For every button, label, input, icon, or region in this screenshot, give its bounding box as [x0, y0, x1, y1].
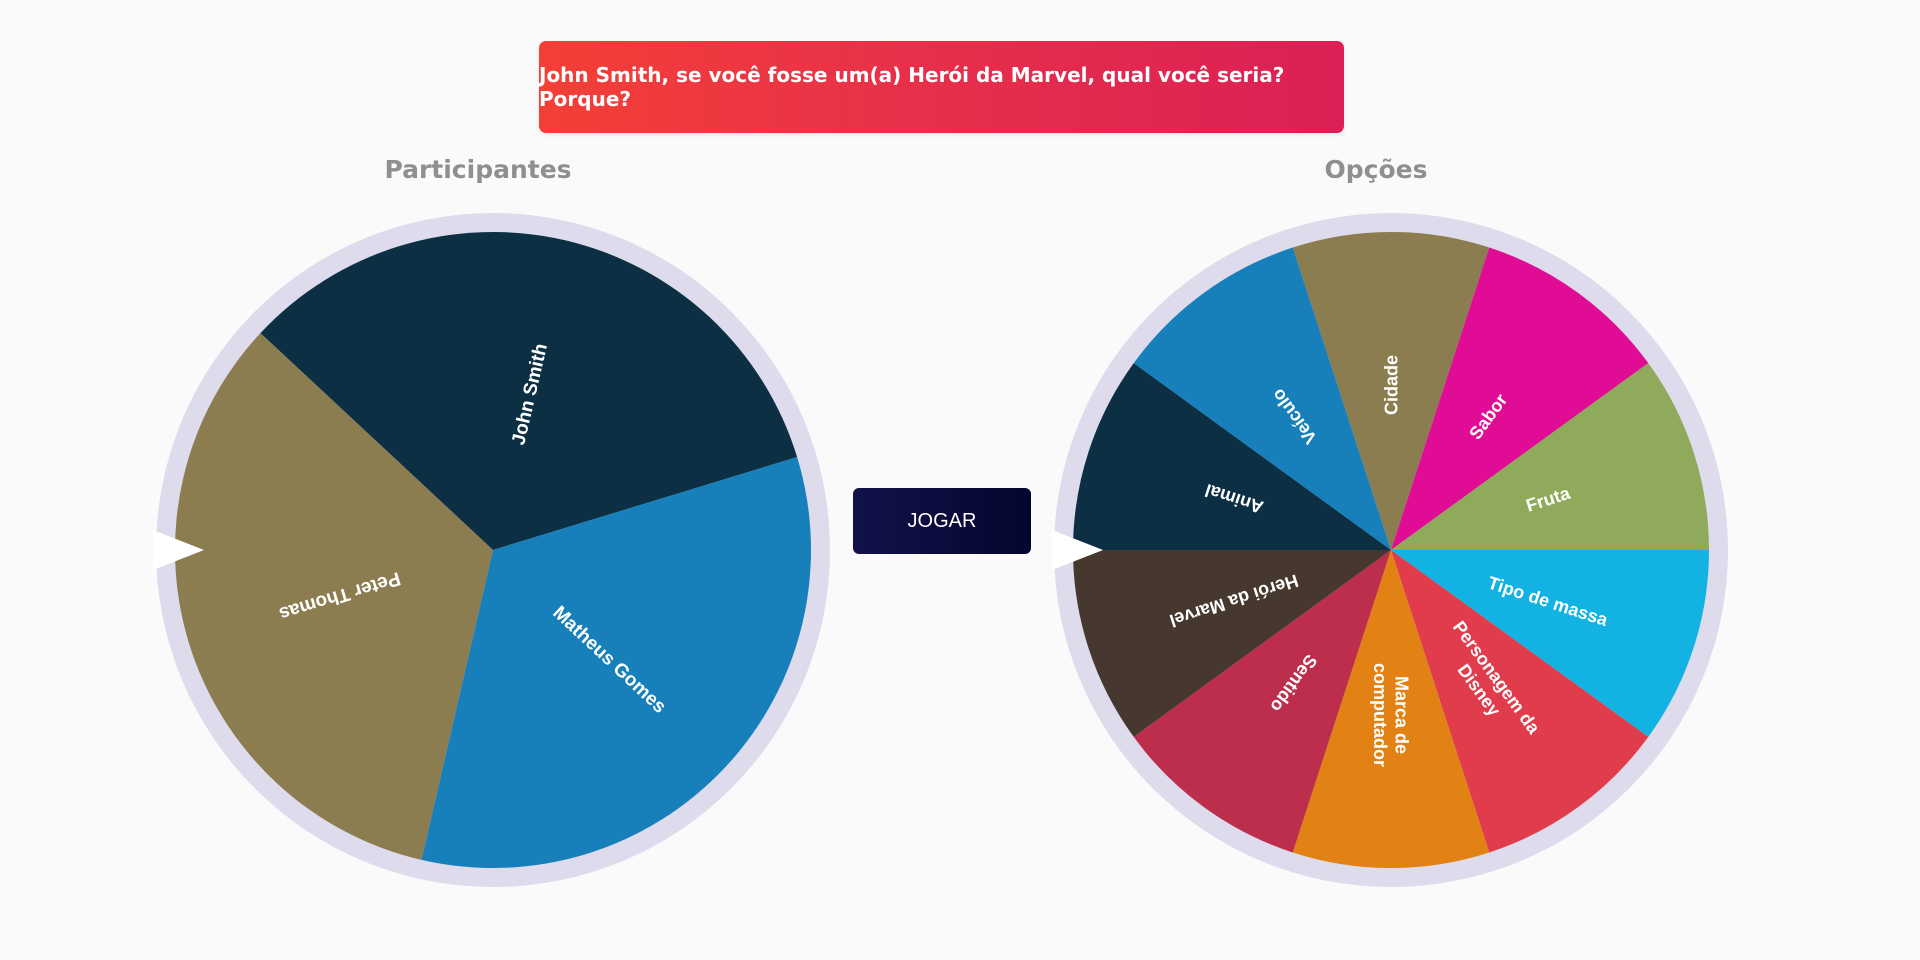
options-pointer-icon	[1052, 530, 1103, 570]
options-title: Opções	[1324, 155, 1428, 184]
play-button[interactable]: JOGAR	[853, 488, 1031, 554]
options-segment	[1292, 231, 1490, 550]
participants-segment	[260, 232, 798, 550]
participants-segment	[421, 457, 811, 868]
options-segment	[1391, 550, 1649, 853]
options-segment	[1073, 550, 1391, 737]
question-text: John Smith, se você fosse um(a) Herói da…	[539, 63, 1285, 111]
options-segment	[1391, 550, 1709, 737]
options-segment-label: Cidade	[1381, 355, 1401, 415]
participants-pointer-icon	[153, 530, 204, 570]
options-segment	[1073, 363, 1391, 550]
options-segment	[1292, 550, 1490, 869]
options-segment	[1133, 247, 1391, 550]
options-segment	[1391, 363, 1709, 550]
participants-title: Participantes	[384, 155, 572, 184]
options-segment	[1133, 550, 1391, 853]
options-segment-label: Marca decomputador	[1370, 663, 1412, 767]
participants-segment	[174, 333, 493, 860]
options-segment	[1391, 247, 1649, 550]
question-banner: John Smith, se você fosse um(a) Herói da…	[539, 41, 1344, 133]
